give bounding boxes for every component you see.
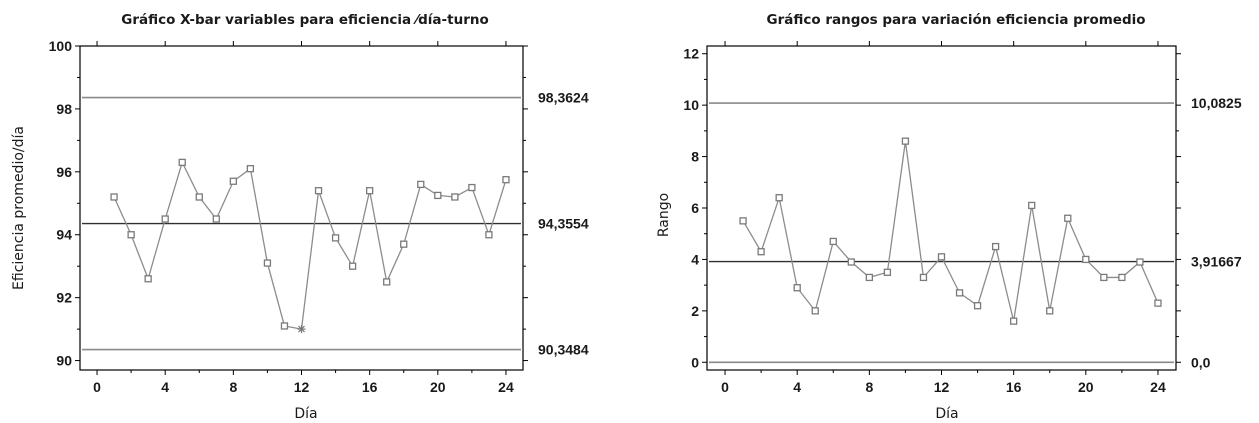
xbar-x-tick-label: 0	[93, 379, 101, 395]
range-x-tick-label: 20	[1078, 379, 1094, 395]
xbar-y-tick-label: 90	[56, 353, 72, 369]
xbar-point	[331, 234, 340, 242]
range-x-tick-label: 4	[793, 379, 801, 395]
xbar-x-tick-label: 16	[362, 379, 378, 395]
xbar-y-tick-label: 98	[56, 101, 72, 117]
xbar-point	[417, 180, 425, 189]
range-point	[739, 217, 747, 225]
xbar-x-tick-label: 20	[430, 379, 446, 395]
range-point	[1010, 317, 1018, 325]
xbar-y-tick-label: 94	[56, 227, 72, 243]
xbar-point	[502, 176, 510, 184]
range-point	[775, 194, 783, 202]
xbar-point	[127, 231, 135, 239]
range-x-tick-label: 24	[1150, 379, 1166, 395]
xbar-y-tick-label: 96	[56, 164, 72, 180]
range-point	[865, 273, 873, 282]
range-y-tick-label: 4	[691, 251, 699, 267]
xbar-point	[195, 193, 203, 201]
xbar-point	[110, 193, 118, 201]
xbar-point	[314, 187, 323, 195]
range-point	[1118, 273, 1126, 282]
range-y-tick-label: 10	[683, 97, 699, 113]
range-series-line	[742, 141, 1159, 322]
range-point	[991, 242, 1000, 251]
range-x-tick-label: 16	[1006, 379, 1022, 395]
range-point	[847, 258, 855, 266]
range-point	[1154, 299, 1162, 307]
range-x-tick-label: 0	[721, 379, 729, 395]
xbar-point	[229, 177, 237, 185]
range-center-label: 3,91667	[1191, 254, 1242, 270]
range-y-axis-label: Rango	[656, 193, 672, 237]
xbar-point	[434, 191, 442, 200]
xbar-y-tick-label: 100	[49, 38, 73, 54]
range-y-tick-label: 0	[691, 354, 699, 370]
xbar-y-tick-label: 92	[56, 290, 72, 306]
range-point	[883, 268, 892, 276]
range-point	[937, 253, 946, 261]
xbar-point	[280, 322, 289, 330]
range-point	[1046, 307, 1054, 315]
range-y-tick-label: 6	[691, 200, 699, 216]
xbar-point	[212, 215, 220, 223]
range-point	[1028, 201, 1036, 210]
xbar-plot-frame	[79, 45, 524, 371]
range-ucl-label: 10,0825	[1191, 95, 1242, 111]
range-point	[1064, 214, 1072, 222]
xbar-point	[366, 187, 374, 195]
xbar-point-out-of-control	[297, 325, 306, 334]
xbar-center-label: 94,3554	[538, 216, 589, 232]
xbar-point	[400, 240, 408, 248]
range-y-tick-label: 12	[683, 46, 699, 62]
range-lcl-label: 0,0	[1191, 354, 1211, 370]
xbar-point	[485, 231, 493, 239]
xbar-point	[178, 158, 186, 167]
xbar-x-tick-label: 8	[229, 379, 237, 395]
range-point	[1100, 273, 1108, 282]
xbar-chart: Gráfico X-bar variables para eficiencia …	[11, 12, 589, 422]
range-y-tick-label: 2	[691, 303, 699, 319]
range-point	[955, 289, 964, 297]
xbar-point	[348, 262, 357, 270]
xbar-chart-title: Gráfico X-bar variables para eficiencia …	[121, 12, 488, 28]
xbar-y-axis-label: Eficiencia promedio/día	[11, 126, 27, 290]
xbar-point	[451, 193, 459, 201]
xbar-ucl-label: 98,3624	[538, 90, 589, 106]
xbar-x-tick-label: 24	[498, 379, 514, 395]
range-point	[1136, 258, 1144, 266]
range-point	[1082, 255, 1090, 264]
range-point	[973, 302, 982, 310]
xbar-x-axis-label: Día	[294, 406, 317, 422]
xbar-point	[383, 278, 391, 286]
range-x-tick-label: 12	[934, 379, 950, 395]
xbar-point	[161, 215, 169, 223]
xbar-point	[144, 275, 152, 283]
range-point	[793, 284, 801, 292]
range-x-axis-label: Día	[935, 406, 958, 422]
range-plot-frame	[706, 45, 1177, 371]
range-point	[829, 237, 837, 246]
range-point	[919, 273, 928, 282]
range-y-tick-label: 8	[691, 149, 699, 165]
xbar-x-tick-label: 4	[161, 379, 169, 395]
range-point	[901, 137, 910, 145]
xbar-series-line	[113, 160, 507, 330]
xbar-point	[468, 183, 476, 192]
range-point	[811, 307, 819, 315]
range-point	[757, 248, 765, 256]
range-chart: Gráfico rangos para variación eficiencia…	[656, 12, 1242, 422]
range-x-tick-label: 8	[865, 379, 873, 395]
xbar-point	[246, 165, 255, 173]
xbar-point	[263, 259, 272, 267]
xbar-lcl-label: 90,3484	[538, 342, 589, 358]
xbar-x-tick-label: 12	[294, 379, 310, 395]
range-chart-title: Gráfico rangos para variación eficiencia…	[766, 12, 1145, 28]
